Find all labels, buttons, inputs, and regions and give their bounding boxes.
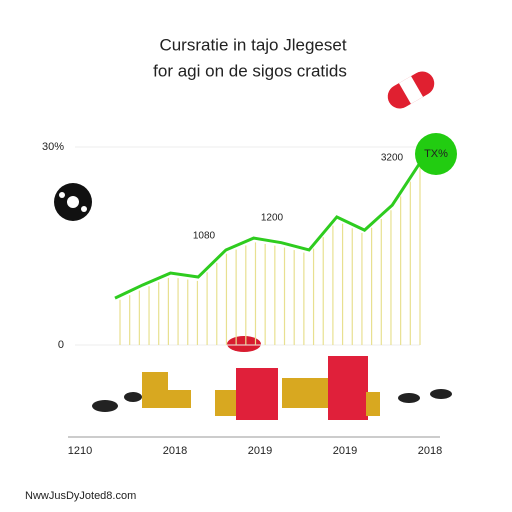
x-tick-label: 2018 xyxy=(418,445,442,457)
decor-ball xyxy=(54,183,92,221)
decor-chips xyxy=(92,336,452,420)
annotation: 1080 xyxy=(193,231,216,242)
y-tick-label: 0 xyxy=(58,339,64,351)
annotation: 1200 xyxy=(261,213,284,224)
x-tick-label: 2019 xyxy=(333,445,357,457)
badge-label: TX% xyxy=(424,148,448,160)
decor-capsule xyxy=(387,71,435,109)
x-tick-label: 2018 xyxy=(163,445,187,457)
annotation: 3200 xyxy=(381,153,404,164)
x-tick-label: 1210 xyxy=(68,445,92,457)
badge xyxy=(415,133,457,175)
footer: NwwJusDyJoted8.com xyxy=(25,490,136,502)
y-tick-label: 30% xyxy=(42,141,64,153)
x-tick-label: 2019 xyxy=(248,445,272,457)
chart-title: Cursratie in tajo Jlegeset xyxy=(159,35,346,54)
line xyxy=(114,162,422,300)
chart-subtitle: for agi on de sigos cratids xyxy=(153,61,347,80)
